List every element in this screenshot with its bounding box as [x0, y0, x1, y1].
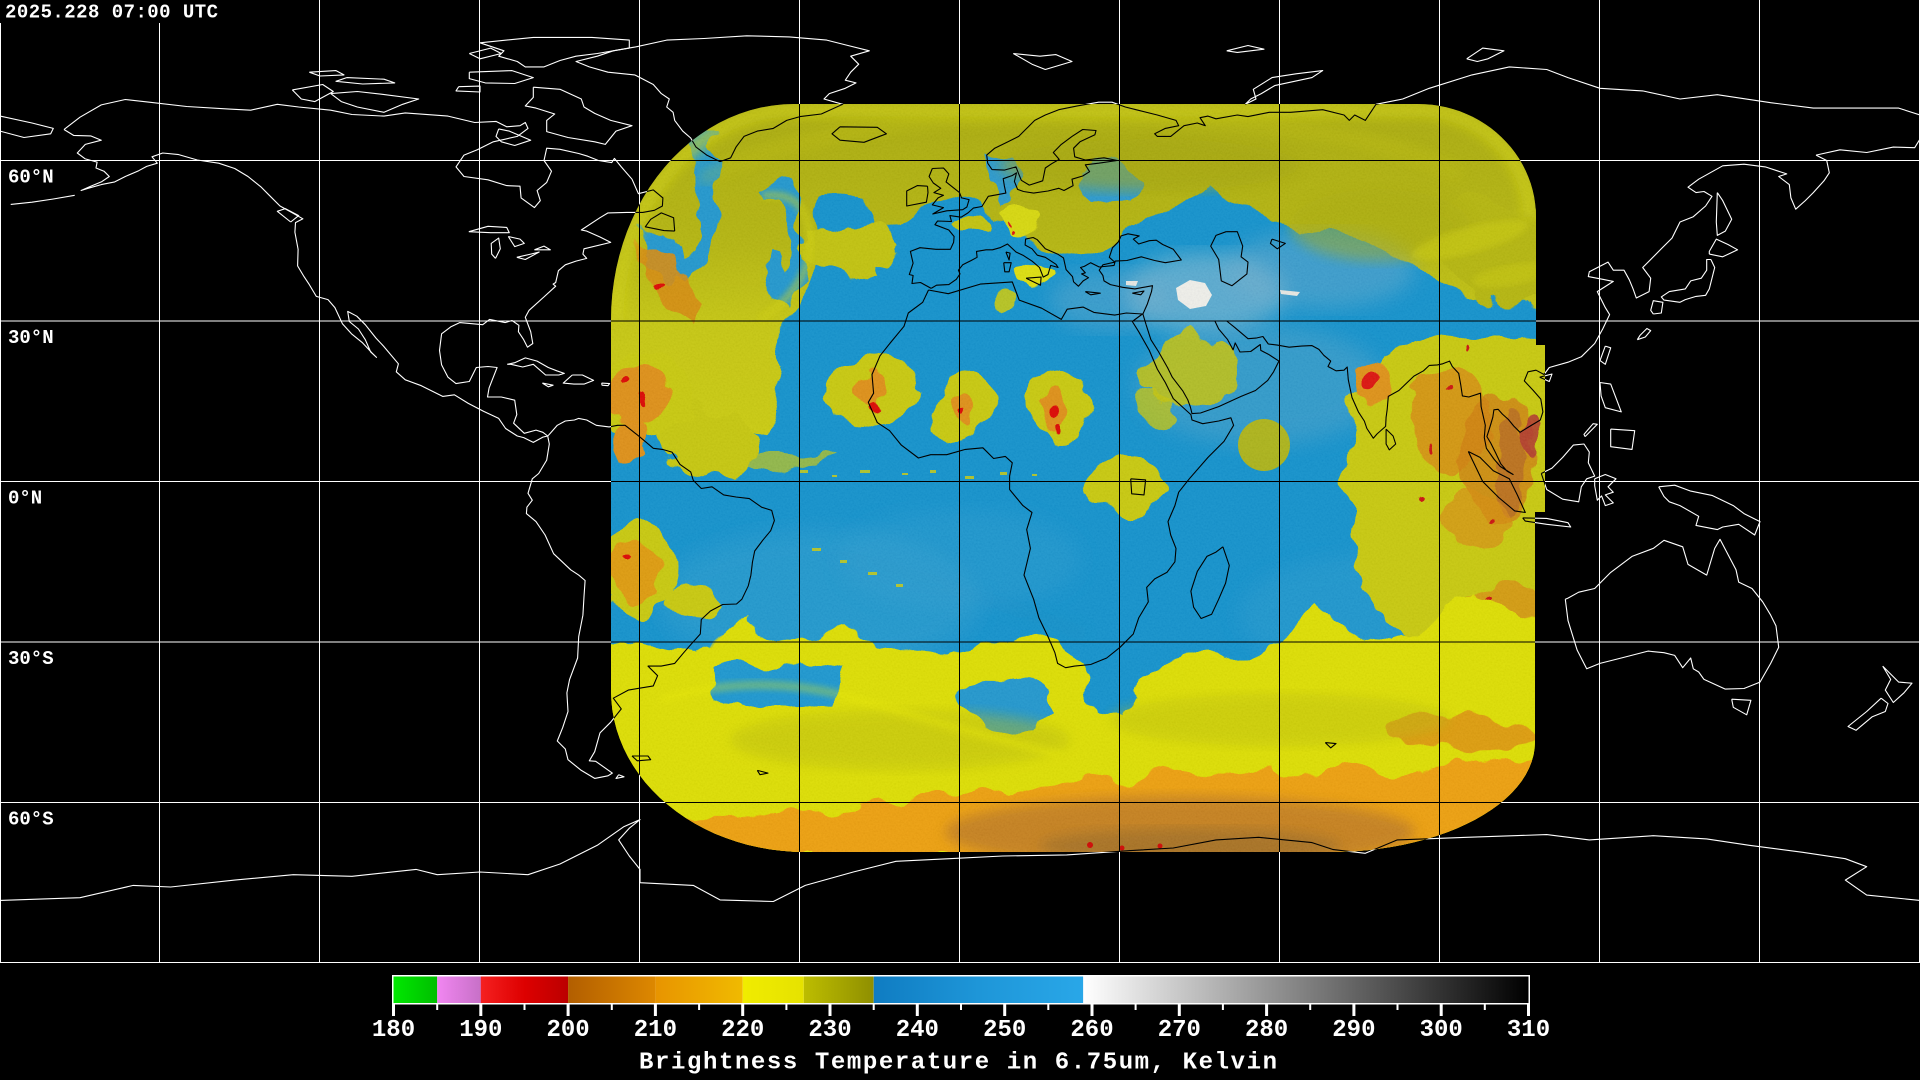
svg-text:220: 220	[721, 1017, 764, 1044]
svg-text:2025.228 07:00 UTC: 2025.228 07:00 UTC	[5, 2, 218, 24]
svg-text:250: 250	[983, 1017, 1026, 1044]
svg-text:270: 270	[1158, 1017, 1201, 1044]
svg-text:200: 200	[546, 1017, 589, 1044]
svg-text:230: 230	[808, 1017, 851, 1044]
svg-text:60°S: 60°S	[8, 808, 54, 830]
svg-text:210: 210	[634, 1017, 677, 1044]
svg-text:0°N: 0°N	[8, 487, 42, 509]
svg-text:30°S: 30°S	[8, 648, 54, 670]
svg-text:290: 290	[1332, 1017, 1375, 1044]
svg-text:180: 180	[372, 1017, 415, 1044]
svg-text:260: 260	[1070, 1017, 1113, 1044]
svg-text:60°N: 60°N	[8, 166, 54, 188]
svg-text:190: 190	[459, 1017, 502, 1044]
svg-text:280: 280	[1245, 1017, 1288, 1044]
svg-text:240: 240	[896, 1017, 939, 1044]
svg-text:Brightness Temperature in 6.75: Brightness Temperature in 6.75um, Kelvin	[639, 1050, 1277, 1077]
svg-text:310: 310	[1507, 1017, 1550, 1044]
svg-text:30°N: 30°N	[8, 327, 54, 349]
svg-text:300: 300	[1420, 1017, 1463, 1044]
